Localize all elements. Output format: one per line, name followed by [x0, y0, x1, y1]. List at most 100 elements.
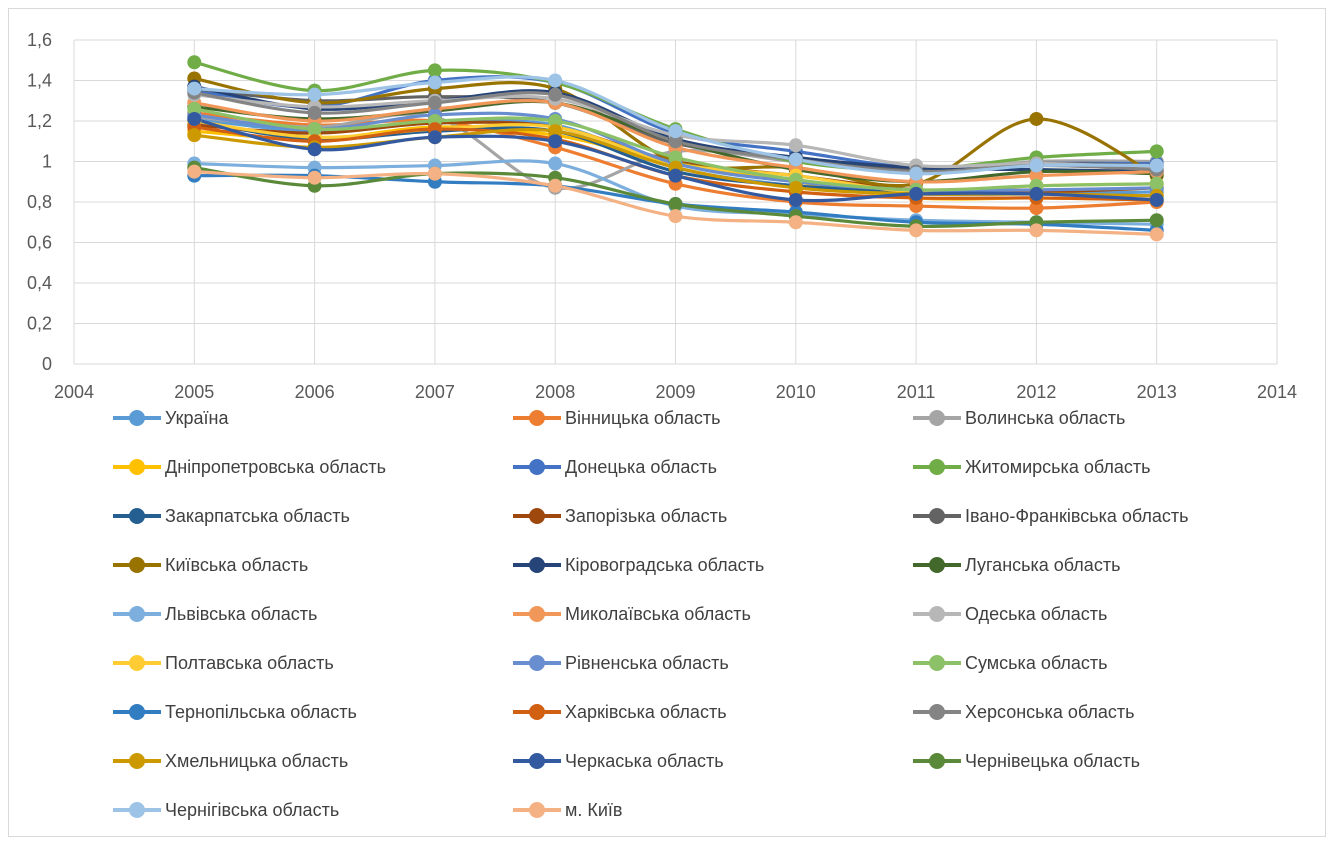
legend-label: Львівська область: [165, 603, 318, 624]
legend-key-icon: [913, 651, 961, 675]
x-tick-label: 2011: [897, 382, 936, 402]
legend-label: Херсонська область: [965, 701, 1135, 722]
legend-label: Донецька область: [565, 456, 717, 477]
x-tick-label: 2010: [776, 382, 816, 402]
legend-item[interactable]: Київська область: [113, 553, 308, 577]
legend-item[interactable]: Тернопільська область: [113, 700, 357, 724]
data-point: [548, 156, 563, 171]
data-point: [1029, 223, 1044, 238]
data-point: [307, 142, 322, 157]
legend-label: м. Київ: [565, 799, 623, 820]
legend-item[interactable]: Черкаська область: [513, 749, 724, 773]
data-point: [187, 81, 202, 96]
data-point: [187, 101, 202, 116]
legend-item[interactable]: Херсонська область: [913, 700, 1135, 724]
legend-key-icon: [113, 700, 161, 724]
data-point: [427, 75, 442, 90]
legend-item[interactable]: Кіровоградська область: [513, 553, 764, 577]
legend-item[interactable]: Миколаївська область: [513, 602, 751, 626]
y-tick-label: 0,8: [27, 192, 52, 212]
legend-label: Вінницька область: [565, 407, 721, 428]
data-point: [307, 170, 322, 185]
legend-item[interactable]: Львівська область: [113, 602, 317, 626]
data-point: [1149, 227, 1164, 242]
legend-key-icon: [513, 798, 561, 822]
legend-item[interactable]: Чернігівська область: [113, 798, 339, 822]
legend-key-icon: [113, 651, 161, 675]
data-point: [427, 95, 442, 110]
x-tick-label: 2012: [1016, 382, 1056, 402]
legend-item[interactable]: Житомирська область: [913, 455, 1150, 479]
x-tick-label: 2004: [54, 382, 94, 402]
legend-item[interactable]: Харківська область: [513, 700, 727, 724]
data-point: [1149, 158, 1164, 173]
legend-key-icon: [113, 455, 161, 479]
series-markers: [187, 55, 1164, 242]
data-point: [187, 128, 202, 143]
legend-key-icon: [513, 700, 561, 724]
legend-key-icon: [113, 798, 161, 822]
data-point: [668, 168, 683, 183]
legend-key-icon: [513, 651, 561, 675]
legend-key-icon: [513, 553, 561, 577]
legend-item[interactable]: Вінницька область: [513, 406, 721, 430]
legend-label: Хмельницька область: [165, 750, 349, 771]
x-tick-label: 2013: [1137, 382, 1177, 402]
data-point: [548, 124, 563, 139]
data-point: [1149, 213, 1164, 228]
legend-item[interactable]: м. Київ: [513, 798, 622, 822]
data-point: [427, 130, 442, 145]
legend-item[interactable]: Сумська область: [913, 651, 1107, 675]
data-point: [668, 124, 683, 139]
legend-item[interactable]: Хмельницька область: [113, 749, 348, 773]
legend-key-icon: [913, 553, 961, 577]
legend-key-icon: [513, 602, 561, 626]
legend-key-icon: [513, 749, 561, 773]
legend-item[interactable]: Дніпропетровська область: [113, 455, 386, 479]
legend-label: Чернівецька область: [965, 750, 1140, 771]
legend-item[interactable]: Закарпатська область: [113, 504, 350, 528]
legend-label: Тернопільська область: [165, 701, 357, 722]
legend-item[interactable]: Полтавська область: [113, 651, 334, 675]
data-point: [668, 150, 683, 165]
legend-key-icon: [913, 749, 961, 773]
legend-label: Сумська область: [965, 652, 1108, 673]
data-point: [668, 209, 683, 224]
data-point: [548, 114, 563, 128]
legend-key-icon: [913, 504, 961, 528]
x-tick-label: 2007: [415, 382, 455, 402]
data-point: [909, 223, 924, 238]
legend-key-icon: [113, 406, 161, 430]
legend-item[interactable]: Волинська область: [913, 406, 1125, 430]
y-tick-label: 1,6: [27, 30, 52, 50]
tick-labels: 0 0,2 0,4 0,6 0,8 1 1,2 1,4 1,6 2004 2005 2006 2007 2…: [27, 30, 1297, 402]
legend-label: Чернігівська область: [165, 799, 340, 820]
x-tick-label: 2005: [174, 382, 214, 402]
legend-label: Харківська область: [565, 701, 727, 722]
legend-label: Черкаська область: [565, 750, 724, 771]
legend-item[interactable]: Луганська область: [913, 553, 1120, 577]
legend-label: Закарпатська область: [165, 505, 350, 526]
data-point: [909, 166, 924, 181]
x-tick-label: 2008: [535, 382, 575, 402]
data-point: [1149, 192, 1164, 207]
legend-item[interactable]: Україна: [113, 406, 228, 430]
legend-key-icon: [113, 602, 161, 626]
legend-item[interactable]: Донецька область: [513, 455, 717, 479]
data-point: [548, 134, 563, 149]
legend-item[interactable]: Запорізька область: [513, 504, 727, 528]
legend-key-icon: [513, 455, 561, 479]
legend-label: Волинська область: [965, 407, 1126, 428]
legend-item[interactable]: Одеська область: [913, 602, 1107, 626]
legend-item[interactable]: Рівненська область: [513, 651, 729, 675]
y-tick-label: 0,2: [27, 314, 52, 334]
data-point: [668, 134, 683, 149]
data-point: [427, 63, 442, 78]
legend-item[interactable]: Івано-Франківська область: [913, 504, 1189, 528]
data-point: [788, 138, 803, 153]
y-tick-label: 0,4: [27, 273, 52, 293]
legend-item[interactable]: Чернівецька область: [913, 749, 1140, 773]
data-point: [187, 111, 202, 126]
